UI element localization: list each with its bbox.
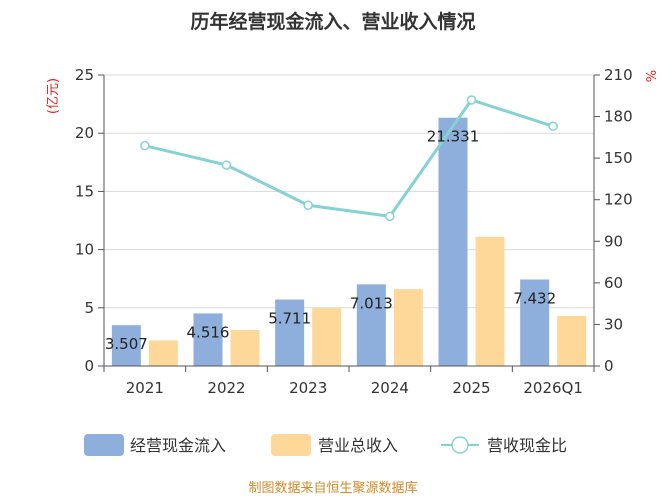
data-label: 5.711 xyxy=(268,310,311,328)
x-tick-label: 2023 xyxy=(289,379,327,397)
right-tick-label: 90 xyxy=(604,232,623,250)
x-tick-label: 2024 xyxy=(371,379,409,397)
left-axis-unit: (亿元) xyxy=(46,78,61,114)
chart-title: 历年经营现金流入、营业收入情况 xyxy=(190,10,475,33)
data-labels: 3.507 4.516 5.711 7.013 21.331 7.432 xyxy=(105,128,556,353)
right-tick-label: 120 xyxy=(604,191,633,209)
ratio-point xyxy=(466,95,477,105)
ratio-point xyxy=(221,160,232,170)
bars xyxy=(111,117,587,367)
ratio-point xyxy=(548,121,558,132)
legend-label: 营收现金比 xyxy=(487,436,567,455)
grid-lines xyxy=(104,74,594,309)
bar-revenue xyxy=(230,329,260,366)
left-tick-label: 25 xyxy=(75,66,94,84)
right-tick-label: 0 xyxy=(604,357,614,375)
ratio-point xyxy=(303,200,313,211)
bar-revenue xyxy=(148,340,178,366)
bar-cash-inflow xyxy=(275,299,305,366)
left-tick-label: 15 xyxy=(75,182,94,200)
ratio-point xyxy=(385,211,395,222)
right-axis-unit: % xyxy=(645,70,660,82)
data-label: 7.432 xyxy=(513,289,556,307)
left-tick-label: 0 xyxy=(84,357,94,375)
data-label: 21.331 xyxy=(427,128,480,146)
bar-revenue xyxy=(557,315,587,366)
bar-cash-inflow xyxy=(438,117,468,367)
legend-swatch-marker xyxy=(451,436,469,454)
data-label: 4.516 xyxy=(187,323,230,341)
right-tick-label: 210 xyxy=(604,66,633,84)
bar-revenue xyxy=(393,289,423,366)
legend: 经营现金流入 营业总收入 营收现金比 xyxy=(84,434,567,456)
right-tick-label: 180 xyxy=(604,108,633,126)
data-label: 3.507 xyxy=(105,335,148,353)
right-tick-label: 150 xyxy=(604,149,633,167)
bar-cash-inflow xyxy=(356,284,386,366)
legend-swatch xyxy=(84,434,124,456)
bar-cash-inflow xyxy=(193,313,223,366)
bar-cash-inflow xyxy=(111,325,141,366)
ratio-line xyxy=(140,95,558,222)
bar-revenue xyxy=(475,236,505,366)
left-tick-label: 5 xyxy=(84,299,94,317)
x-tick-label: 2025 xyxy=(452,379,490,397)
bar-revenue xyxy=(312,307,342,366)
x-tick-label: 2021 xyxy=(126,379,164,397)
legend-label: 营业总收入 xyxy=(318,436,398,455)
x-tick-label: 2022 xyxy=(207,379,245,397)
legend-swatch xyxy=(271,434,311,456)
data-label: 7.013 xyxy=(350,294,393,312)
source-note: 制图数据来自恒生聚源数据库 xyxy=(248,480,417,496)
left-tick-label: 10 xyxy=(75,241,94,259)
bar-cash-inflow xyxy=(520,279,550,366)
ratio-line-path xyxy=(144,98,554,218)
left-tick-label: 20 xyxy=(75,124,94,142)
legend-label: 经营现金流入 xyxy=(130,436,226,455)
ratio-point xyxy=(140,140,150,151)
right-tick-label: 60 xyxy=(604,274,623,292)
right-tick-label: 30 xyxy=(604,315,623,333)
x-tick-label: 2026Q1 xyxy=(523,379,583,397)
